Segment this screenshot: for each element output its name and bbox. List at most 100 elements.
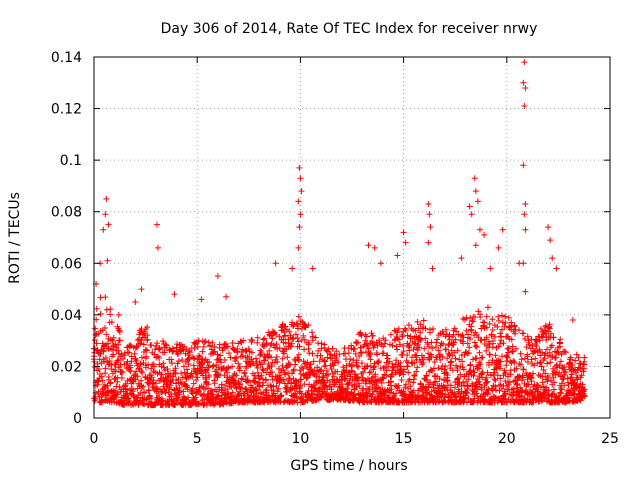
- data-point: [135, 402, 142, 409]
- data-point: [289, 265, 296, 272]
- data-point: [512, 377, 519, 384]
- data-point: [355, 380, 362, 387]
- data-point: [413, 354, 420, 361]
- data-point: [209, 363, 216, 370]
- data-point: [398, 377, 405, 383]
- data-point: [294, 323, 301, 330]
- data-point: [532, 355, 539, 362]
- data-point: [400, 229, 407, 236]
- data-point: [91, 364, 98, 371]
- data-point: [439, 353, 446, 360]
- data-point: [237, 338, 244, 345]
- x-tick-label: 20: [498, 431, 516, 447]
- data-point: [487, 265, 494, 272]
- data-point: [494, 372, 501, 379]
- data-point: [393, 343, 400, 350]
- data-point: [580, 368, 587, 375]
- data-point: [503, 362, 510, 369]
- data-point: [537, 384, 544, 391]
- data-point: [254, 334, 261, 341]
- data-point: [110, 396, 117, 403]
- data-point: [507, 358, 514, 365]
- data-point: [274, 388, 281, 395]
- data-point: [498, 385, 505, 392]
- data-point: [425, 239, 432, 246]
- data-point: [518, 356, 525, 363]
- data-point: [516, 327, 523, 334]
- data-point: [126, 398, 133, 405]
- data-point: [229, 340, 236, 347]
- data-point: [208, 390, 215, 397]
- data-point: [444, 372, 451, 379]
- data-point: [557, 340, 564, 347]
- data-point: [295, 357, 302, 364]
- data-point: [449, 352, 456, 359]
- data-point: [266, 347, 273, 354]
- data-point: [115, 347, 122, 354]
- data-point: [315, 347, 322, 354]
- data-point: [288, 379, 295, 386]
- data-point: [118, 375, 125, 382]
- data-point: [164, 366, 171, 373]
- data-point: [522, 84, 529, 91]
- data-point: [438, 365, 445, 372]
- data-point: [184, 386, 191, 393]
- data-point: [108, 366, 115, 373]
- data-point: [488, 332, 495, 339]
- data-point: [293, 394, 300, 401]
- data-point: [115, 350, 122, 357]
- data-point: [577, 360, 584, 367]
- data-point: [489, 340, 496, 347]
- data-point: [411, 359, 418, 366]
- data-point: [471, 175, 478, 182]
- data-point: [414, 347, 421, 354]
- data-point: [288, 340, 295, 347]
- data-point: [483, 324, 490, 331]
- y-tick-label: 0.06: [51, 256, 82, 272]
- data-point: [426, 211, 433, 218]
- data-point: [518, 392, 525, 399]
- data-point: [246, 361, 253, 368]
- data-point: [472, 343, 479, 350]
- data-point: [538, 349, 545, 356]
- data-point: [445, 342, 452, 349]
- data-point: [127, 343, 134, 350]
- data-point: [346, 377, 353, 384]
- data-point: [556, 362, 563, 369]
- data-point: [229, 389, 236, 396]
- data-point: [114, 357, 121, 364]
- data-point: [527, 374, 534, 381]
- data-point: [500, 340, 507, 347]
- data-point: [433, 339, 440, 346]
- data-point: [192, 394, 199, 401]
- data-point: [139, 369, 146, 376]
- data-point: [175, 350, 182, 357]
- data-point: [249, 337, 256, 344]
- data-point: [491, 333, 498, 340]
- data-point: [497, 375, 504, 382]
- data-point: [318, 367, 325, 374]
- data-point: [223, 394, 230, 401]
- data-point: [420, 359, 427, 366]
- data-point: [233, 372, 240, 379]
- data-point: [141, 401, 148, 408]
- data-point: [327, 383, 334, 390]
- data-point: [119, 355, 126, 362]
- data-point: [100, 226, 107, 233]
- data-point: [286, 339, 293, 346]
- data-point: [466, 344, 473, 351]
- data-point: [296, 343, 303, 350]
- data-point: [459, 358, 466, 365]
- data-point: [154, 244, 161, 251]
- data-point: [329, 370, 336, 377]
- data-point: [538, 363, 545, 370]
- data-point: [488, 359, 495, 366]
- data-point: [305, 345, 312, 352]
- data-point: [143, 353, 150, 360]
- data-point: [174, 360, 181, 367]
- data-point: [195, 387, 202, 394]
- data-point: [194, 343, 201, 350]
- data-point: [239, 352, 246, 359]
- data-point: [110, 334, 117, 341]
- data-point: [536, 337, 543, 344]
